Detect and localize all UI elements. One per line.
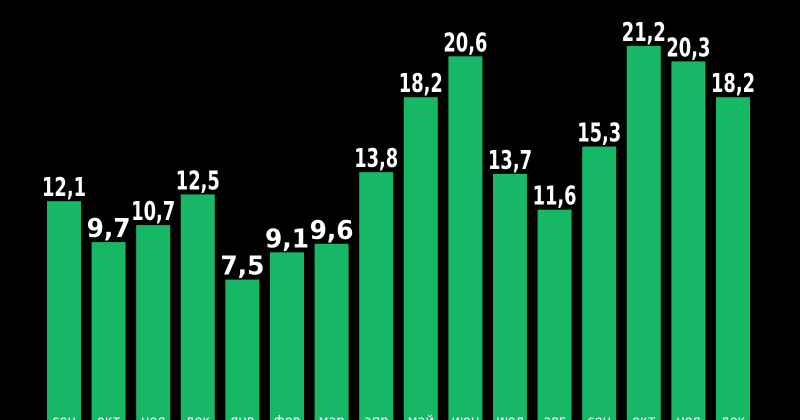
value-label-4: 7,5 — [220, 252, 264, 282]
value-label-6: 9,6 — [310, 216, 354, 246]
bar-4 — [225, 279, 260, 420]
bar-6 — [314, 243, 349, 420]
value-label-3: 12,5 — [176, 166, 220, 196]
bar-11 — [537, 209, 572, 420]
x-tick-label-4: янв — [230, 414, 254, 420]
bar-10 — [493, 173, 527, 420]
value-labels-group: 12,19,710,712,57,59,1 9,613,818,220,613,7… — [42, 18, 755, 282]
x-tick-labels-group: сен окт ноя дек янв фев мар апр май июн июл авг сен о… — [52, 414, 745, 420]
x-tick-label-0: сен — [52, 414, 76, 420]
x-tick-label-14: ноя — [676, 414, 700, 420]
x-tick-label-15: дек — [721, 414, 746, 420]
x-tick-label-9: июн — [451, 414, 479, 420]
value-label-15: 18,2 — [711, 69, 755, 99]
x-tick-label-3: дек — [185, 414, 210, 420]
value-label-13: 21,2 — [622, 18, 666, 48]
bar-7 — [359, 172, 394, 420]
value-label-7: 13,8 — [354, 144, 398, 174]
value-label-5: 9,1 — [265, 224, 309, 254]
x-tick-label-8: май — [408, 414, 434, 420]
bar-15 — [716, 97, 750, 420]
bar-2 — [136, 225, 171, 420]
value-label-0: 12,1 — [42, 173, 86, 203]
bar-3 — [180, 194, 215, 420]
value-label-10: 13,7 — [488, 146, 532, 176]
value-label-14: 20,3 — [666, 33, 710, 63]
x-tick-label-11: авг — [543, 414, 566, 420]
value-label-2: 10,7 — [131, 197, 175, 227]
value-label-11: 11,6 — [533, 182, 577, 212]
x-tick-label-1: окт — [97, 414, 121, 420]
value-label-9: 20,6 — [443, 28, 487, 58]
bar-5 — [270, 252, 304, 420]
bars-group — [47, 46, 750, 420]
x-tick-label-7: апр — [364, 414, 389, 420]
bar-8 — [403, 97, 438, 420]
x-tick-label-10: июл — [496, 414, 524, 420]
x-tick-label-5: фев — [274, 414, 301, 420]
x-tick-label-13: окт — [632, 414, 656, 420]
bar-9 — [448, 56, 483, 420]
bar-1 — [91, 242, 126, 420]
x-tick-label-2: ноя — [141, 414, 165, 420]
value-label-12: 15,3 — [577, 119, 621, 149]
x-tick-label-6: мар — [319, 414, 345, 420]
bar-0 — [47, 201, 81, 420]
bar-13 — [626, 46, 661, 420]
x-tick-label-12: сен — [587, 414, 611, 420]
bar-14 — [671, 61, 706, 420]
value-label-1: 9,7 — [87, 214, 131, 244]
bar-12 — [582, 146, 617, 420]
value-label-8: 18,2 — [399, 69, 443, 99]
